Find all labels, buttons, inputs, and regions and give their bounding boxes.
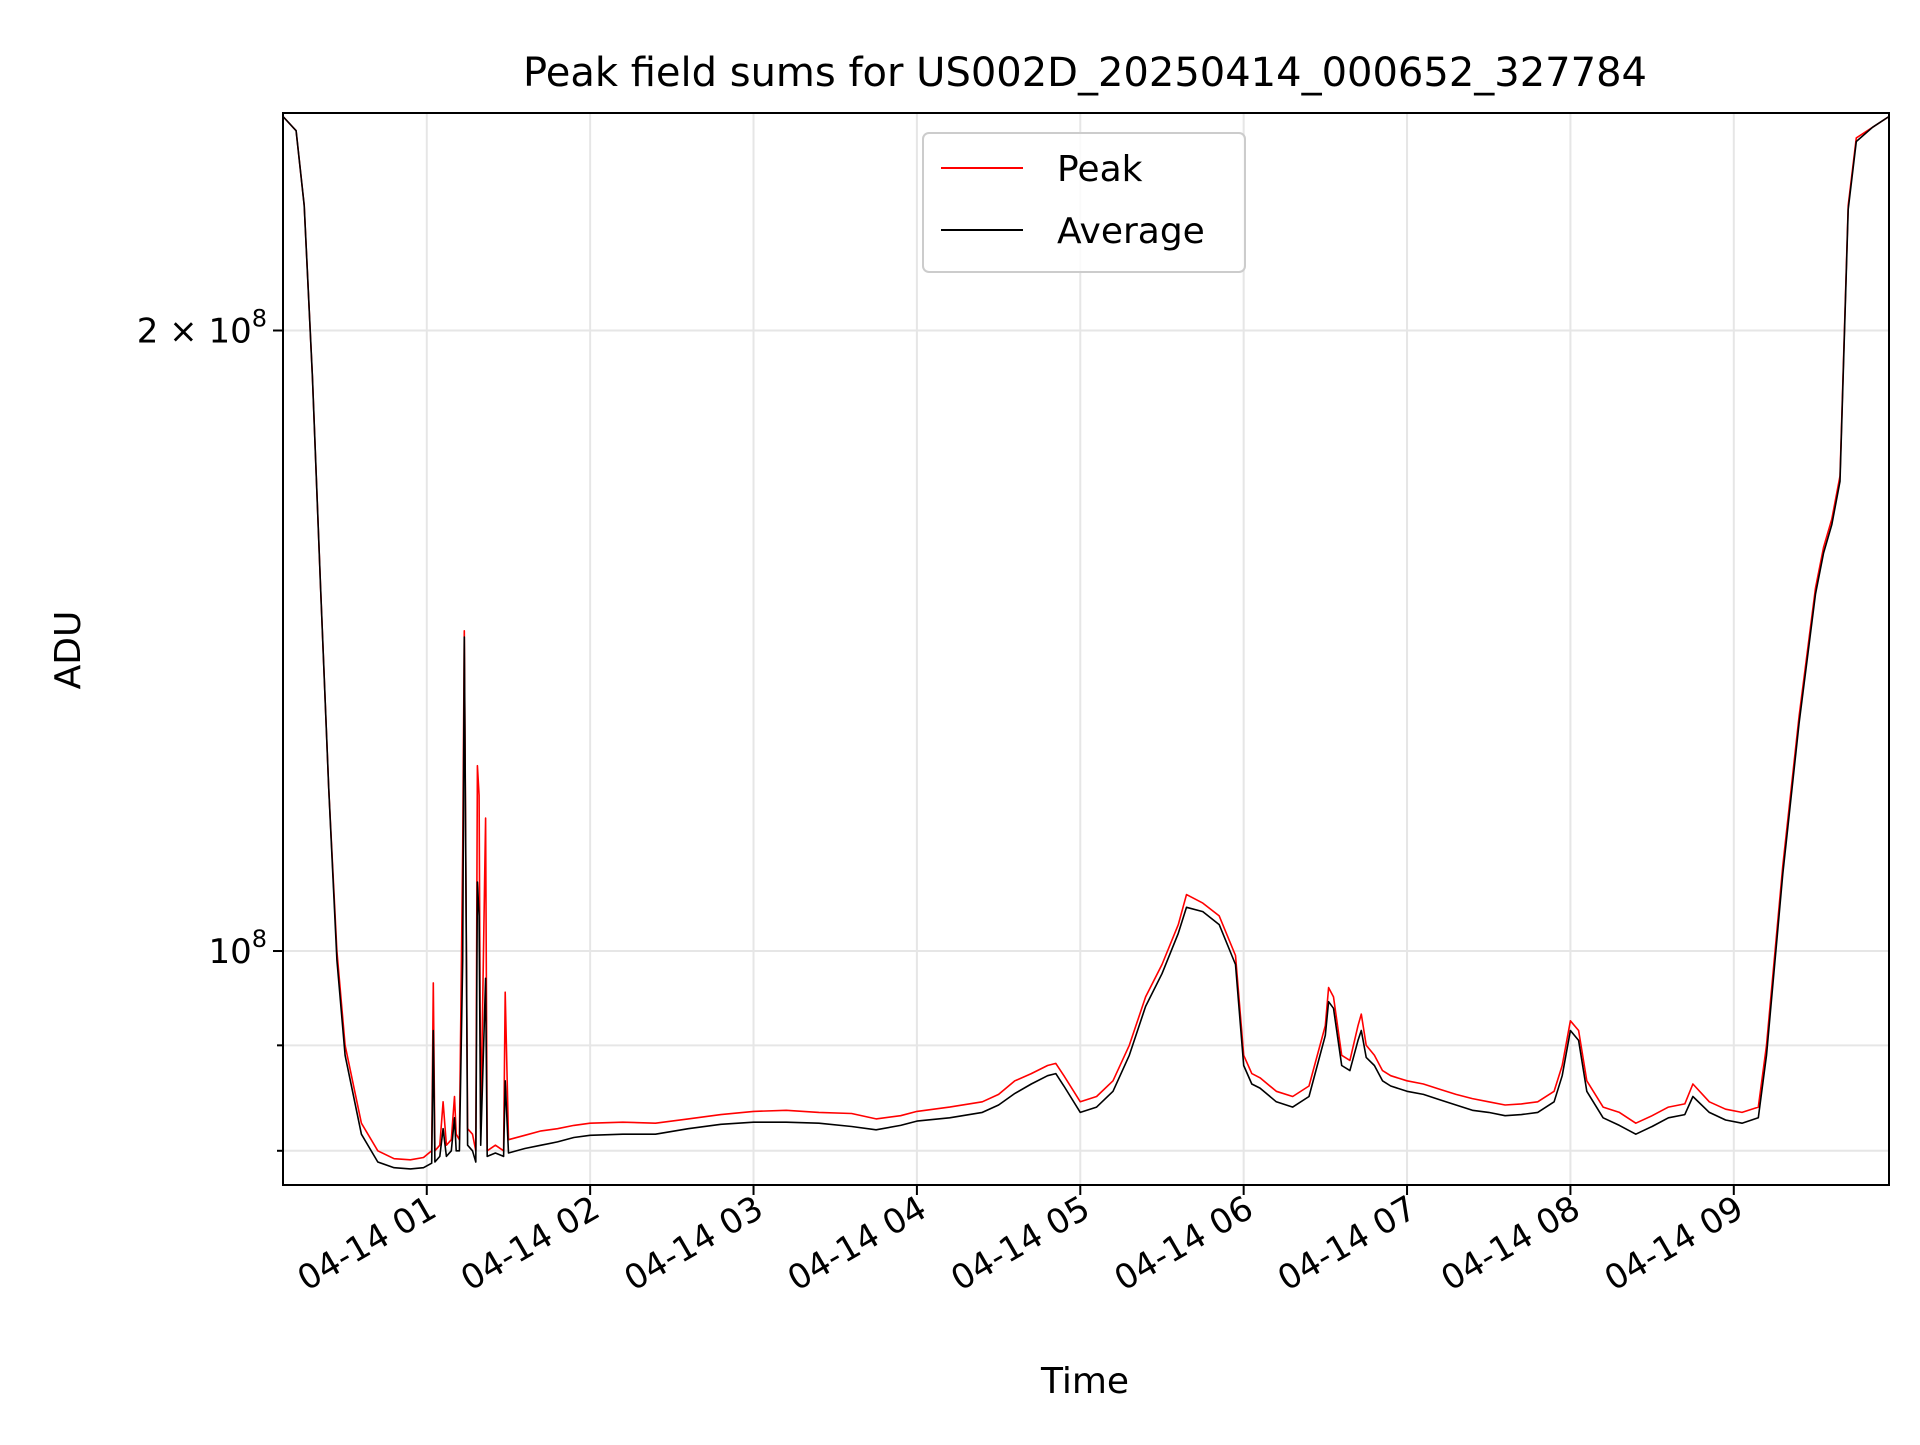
legend-average-label: Average [1057,211,1205,252]
legend-peak-label: Peak [1057,149,1143,190]
x-axis-label: Time [1040,1361,1129,1402]
y-axis-label: ADU [48,611,89,690]
y-tick-label: 2 × 108 [137,304,267,351]
series-line-average [282,115,1890,1170]
legend: Peak Average [922,132,1246,273]
plot-series [282,115,1890,1170]
plot-frame [282,112,1890,1186]
chart-title: Peak field sums for US002D_20250414_0006… [523,50,1647,96]
series-line-peak [282,115,1890,1161]
grid [283,113,1889,1185]
y-tick-label: 108 [208,925,267,972]
